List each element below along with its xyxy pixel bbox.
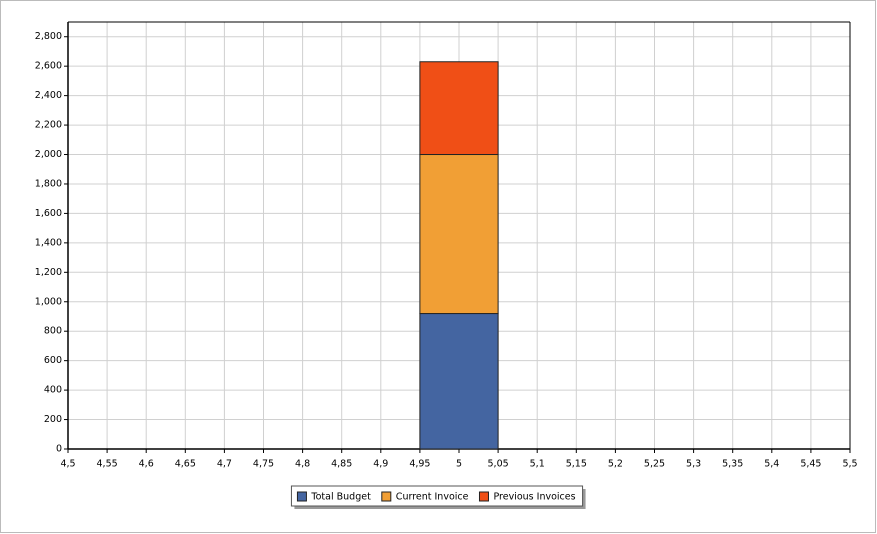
x-tick-label: 4,65 xyxy=(175,459,196,470)
y-tick-label: 2,600 xyxy=(35,61,62,72)
x-tick-label: 5,35 xyxy=(722,459,743,470)
y-tick-label: 1,800 xyxy=(35,178,62,189)
bar-segment xyxy=(419,313,499,450)
x-tick-label: 5,25 xyxy=(644,459,665,470)
y-tick-label: 1,000 xyxy=(35,296,62,307)
legend-swatch xyxy=(478,491,489,502)
x-tick-label: 4,55 xyxy=(97,459,118,470)
y-tick-label: 200 xyxy=(44,414,62,425)
x-tick-label: 5,45 xyxy=(800,459,821,470)
x-tick-label: 5,5 xyxy=(842,459,857,470)
x-tick-label: 5 xyxy=(456,459,462,470)
x-tick-label: 4,6 xyxy=(139,459,154,470)
x-tick-label: 4,5 xyxy=(60,459,75,470)
legend: Total Budget Current Invoice Previous Invo… xyxy=(290,485,586,509)
x-tick-label: 4,85 xyxy=(331,459,352,470)
y-tick-label: 400 xyxy=(44,385,62,396)
y-tick-label: 0 xyxy=(56,444,62,455)
x-tick-label: 5,1 xyxy=(530,459,545,470)
x-tick-label: 5,05 xyxy=(488,459,509,470)
y-tick-label: 2,200 xyxy=(35,120,62,131)
x-tick-label: 4,9 xyxy=(373,459,388,470)
bar-segment xyxy=(419,61,499,156)
x-tick-label: 4,8 xyxy=(295,459,310,470)
y-tick-label: 2,000 xyxy=(35,149,62,160)
y-tick-label: 2,400 xyxy=(35,90,62,101)
bar-segment xyxy=(419,154,499,315)
y-tick-label: 2,800 xyxy=(35,31,62,42)
legend-swatch xyxy=(296,491,307,502)
y-tick-label: 1,600 xyxy=(35,208,62,219)
x-tick-label: 5,3 xyxy=(686,459,701,470)
x-tick-label: 5,2 xyxy=(608,459,623,470)
x-tick-label: 4,95 xyxy=(409,459,430,470)
x-tick-label: 4,7 xyxy=(217,459,232,470)
y-tick-label: 800 xyxy=(44,326,62,337)
x-tick-label: 4,75 xyxy=(253,459,274,470)
y-tick-label: 600 xyxy=(44,355,62,366)
legend-label: Current Invoice xyxy=(396,492,469,503)
x-tick-label: 5,4 xyxy=(764,459,779,470)
y-tick-label: 1,400 xyxy=(35,237,62,248)
legend-box xyxy=(290,485,584,507)
legend-label: Previous Invoices xyxy=(493,492,575,503)
legend-swatch xyxy=(381,491,392,502)
legend-label: Total Budget xyxy=(310,492,371,503)
x-tick-label: 5,15 xyxy=(566,459,587,470)
y-tick-label: 1,200 xyxy=(35,267,62,278)
